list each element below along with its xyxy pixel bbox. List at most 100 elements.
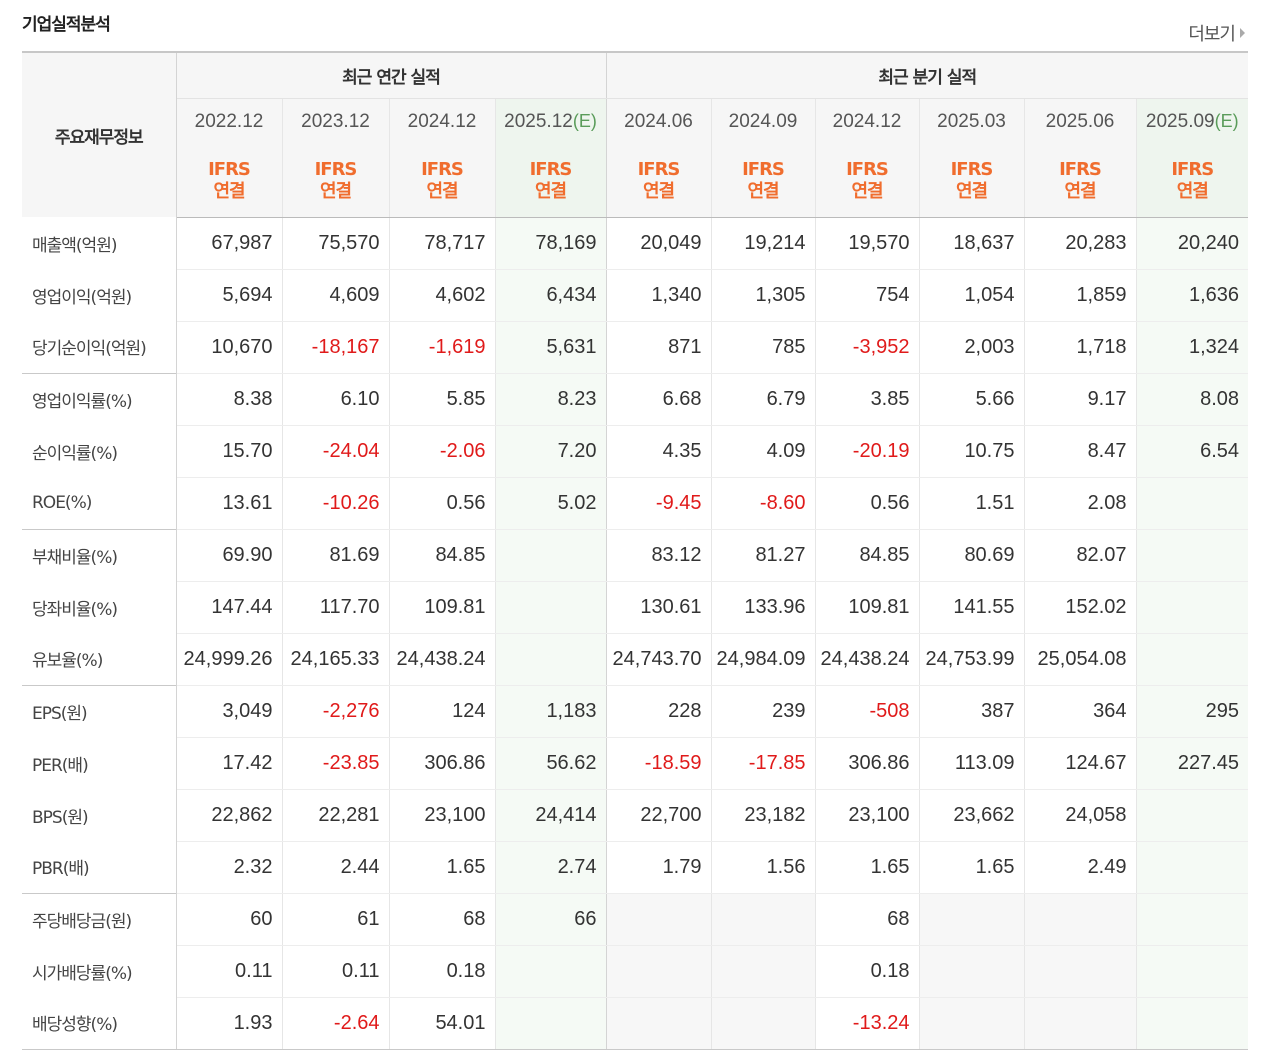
row-label: 영업이익률(%) — [22, 372, 177, 425]
value-cell: 20,049 — [605, 217, 711, 270]
period-label: 2024.06 — [624, 110, 693, 132]
value-cell — [494, 945, 607, 998]
more-link-label: 더보기 — [1188, 24, 1236, 45]
basis-ifrs: IFRS — [950, 158, 994, 180]
value-cell — [918, 892, 1024, 946]
value-cell: -13.24 — [814, 997, 919, 1050]
accounting-basis: IFRS 연결 — [605, 145, 711, 218]
value-cell: 6.54 — [1135, 425, 1249, 478]
value-cell: 83.12 — [605, 528, 711, 582]
value-cell: 1.93 — [175, 997, 282, 1050]
value-cell: 24,438.24 — [814, 633, 919, 686]
value-cell: -8.60 — [710, 477, 815, 530]
value-cell — [494, 997, 607, 1050]
value-cell: 24,414 — [494, 789, 607, 842]
table-row: 배당성향(%) 1.93 -2.64 54.01 -13.24 — [22, 997, 1249, 1050]
section-title: 기업실적분석 — [22, 15, 111, 35]
value-cell: 6.68 — [605, 372, 711, 426]
accounting-basis: IFRS 연결 — [494, 145, 607, 218]
value-cell: 1.65 — [814, 841, 919, 894]
value-cell — [1135, 997, 1249, 1050]
value-cell: -3,952 — [814, 321, 919, 374]
value-cell: 1,324 — [1135, 321, 1249, 374]
basis-consolidated: 연결 — [319, 180, 352, 202]
row-header-label: 주요재무정보 — [22, 52, 177, 217]
value-cell: 6.79 — [710, 372, 815, 426]
value-cell — [1135, 945, 1249, 998]
header-period-row: 2022.12 2023.12 2024.12 2025.12(E) 2024.06 20… — [22, 98, 1249, 145]
value-cell: 5,694 — [175, 269, 282, 322]
value-cell — [918, 997, 1024, 1050]
value-cell: -2.64 — [281, 997, 389, 1050]
basis-consolidated: 연결 — [851, 180, 883, 202]
value-cell: 24,753.99 — [918, 633, 1024, 686]
basis-consolidated: 연결 — [1176, 180, 1209, 202]
value-cell: 3.85 — [814, 372, 919, 426]
value-cell: 4,609 — [281, 269, 389, 322]
value-cell: 152.02 — [1023, 581, 1136, 634]
row-label: 주당배당금(원) — [22, 892, 177, 945]
value-cell: 78,717 — [388, 217, 495, 270]
value-cell: 5.85 — [388, 372, 495, 426]
basis-ifrs: IFRS — [208, 158, 251, 180]
value-cell: 6.10 — [281, 372, 389, 426]
value-cell: 0.11 — [175, 945, 282, 998]
value-cell: 0.56 — [388, 477, 495, 530]
period-label: 2022.12 — [194, 110, 264, 132]
value-cell: 1,636 — [1135, 269, 1249, 322]
value-cell — [494, 633, 607, 686]
period-label: 2025.03 — [937, 110, 1006, 132]
value-cell: 2.44 — [281, 841, 389, 894]
value-cell: 754 — [814, 269, 919, 322]
table-row: 영업이익률(%) 8.38 6.10 5.85 8.23 6.68 6.79 3.85 5.66… — [22, 372, 1249, 426]
value-cell: 124 — [388, 684, 495, 738]
value-cell: 8.08 — [1135, 372, 1249, 426]
value-cell: 3,049 — [175, 684, 282, 738]
value-cell: -20.19 — [814, 425, 919, 478]
value-cell: 228 — [605, 684, 711, 738]
value-cell: 24,438.24 — [388, 633, 495, 686]
value-cell: -23.85 — [281, 737, 389, 790]
value-cell — [1135, 581, 1249, 634]
basis-consolidated: 연결 — [213, 180, 245, 202]
period-label: 2024.09 — [728, 110, 798, 132]
basis-ifrs: IFRS — [421, 158, 464, 180]
value-cell: 68 — [388, 892, 495, 946]
basis-consolidated: 연결 — [534, 180, 567, 202]
row-label: PER(배) — [22, 737, 177, 789]
value-cell: -2,276 — [281, 684, 389, 738]
value-cell: -18,167 — [281, 321, 389, 374]
period-header: 2025.09(E) — [1135, 98, 1249, 145]
period-header: 2025.03 — [918, 98, 1024, 145]
value-cell — [605, 945, 711, 998]
table-row: 당기순이익(억원) 10,670 -18,167 -1,619 5,631 871 785-… — [22, 321, 1249, 374]
value-cell: 15.70 — [175, 425, 282, 478]
value-cell: 1.56 — [710, 841, 815, 894]
value-cell: 2,003 — [918, 321, 1024, 374]
value-cell: 69.90 — [175, 528, 282, 582]
value-cell: 8.38 — [175, 372, 282, 426]
value-cell — [1135, 892, 1249, 946]
table-row: PBR(배) 2.32 2.44 1.65 2.74 1.79 1.56 1.65 1.65 2.… — [22, 841, 1249, 894]
value-cell: 1,305 — [710, 269, 815, 322]
value-cell: 1,183 — [494, 684, 607, 738]
basis-consolidated: 연결 — [426, 180, 458, 202]
table-row: PER(배) 17.42 -23.85 306.86 56.62 -18.59 -17.85… — [22, 737, 1249, 790]
value-cell: 9.17 — [1023, 372, 1136, 426]
header-basis-row: IFRS 연결 IFRS 연결 IFRS 연결 IFRS 연결 IFRS 연결 IFRS 연결 IFRS… — [22, 145, 1249, 218]
more-link[interactable]: 더보기 — [1188, 20, 1245, 46]
accounting-basis: IFRS 연결 — [918, 145, 1024, 218]
value-cell: 2.74 — [494, 841, 607, 894]
value-cell: 0.18 — [814, 945, 919, 998]
value-cell: 364 — [1023, 684, 1136, 738]
value-cell: 13.61 — [175, 477, 282, 530]
value-cell: 141.55 — [918, 581, 1024, 634]
basis-ifrs: IFRS — [1059, 158, 1102, 180]
value-cell: 306.86 — [388, 737, 495, 790]
header-group-row: 주요재무정보 최근 연간 실적 최근 분기 실적 — [22, 52, 1249, 217]
value-cell: 17.42 — [175, 737, 282, 790]
value-cell: 24,984.09 — [710, 633, 815, 686]
value-cell: 22,281 — [281, 789, 389, 842]
period-label: 2025.12 — [504, 110, 573, 132]
value-cell: -508 — [814, 684, 919, 738]
